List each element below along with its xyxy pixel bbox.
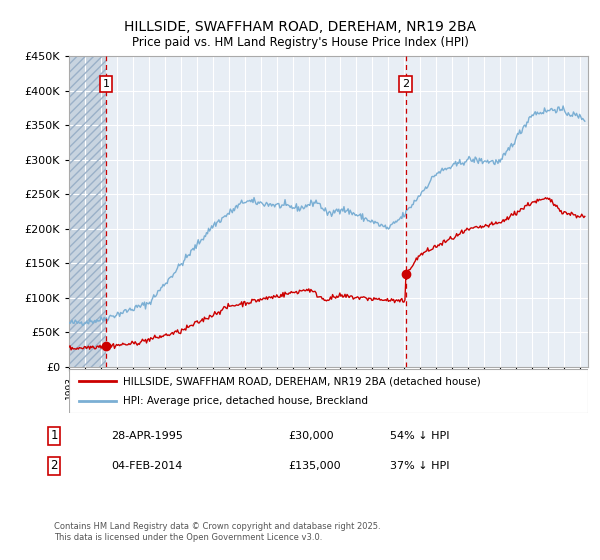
Text: Price paid vs. HM Land Registry's House Price Index (HPI): Price paid vs. HM Land Registry's House … xyxy=(131,36,469,49)
Text: 2: 2 xyxy=(402,79,409,89)
Text: 54% ↓ HPI: 54% ↓ HPI xyxy=(390,431,449,441)
Text: 28-APR-1995: 28-APR-1995 xyxy=(111,431,183,441)
Text: 1: 1 xyxy=(103,79,110,89)
Text: HPI: Average price, detached house, Breckland: HPI: Average price, detached house, Brec… xyxy=(124,396,368,407)
Bar xyxy=(69,56,106,367)
FancyBboxPatch shape xyxy=(69,369,588,413)
Text: Contains HM Land Registry data © Crown copyright and database right 2025.
This d: Contains HM Land Registry data © Crown c… xyxy=(54,522,380,542)
Text: 37% ↓ HPI: 37% ↓ HPI xyxy=(390,461,449,471)
Text: £30,000: £30,000 xyxy=(288,431,334,441)
Text: HILLSIDE, SWAFFHAM ROAD, DEREHAM, NR19 2BA (detached house): HILLSIDE, SWAFFHAM ROAD, DEREHAM, NR19 2… xyxy=(124,376,481,386)
Text: HILLSIDE, SWAFFHAM ROAD, DEREHAM, NR19 2BA: HILLSIDE, SWAFFHAM ROAD, DEREHAM, NR19 2… xyxy=(124,20,476,34)
Text: 2: 2 xyxy=(50,459,58,473)
Text: 1: 1 xyxy=(50,429,58,442)
Text: 04-FEB-2014: 04-FEB-2014 xyxy=(111,461,182,471)
Text: £135,000: £135,000 xyxy=(288,461,341,471)
Bar xyxy=(69,56,106,367)
